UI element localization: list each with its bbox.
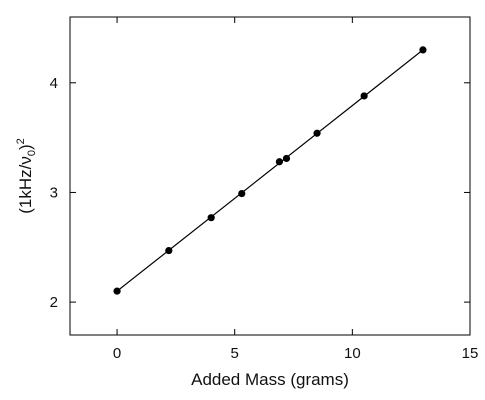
x-tick-label: 15 xyxy=(462,345,479,362)
data-point xyxy=(313,129,321,137)
data-point xyxy=(207,214,215,222)
y-axis-ticks: 2 3 4 xyxy=(50,75,470,311)
data-point xyxy=(419,46,427,54)
y-axis-title: (1kHz/ν0)2 xyxy=(15,138,38,214)
x-tick-label: 5 xyxy=(231,345,239,362)
data-point xyxy=(275,158,284,166)
data-point xyxy=(282,154,291,163)
y-tick-label: 3 xyxy=(50,184,58,201)
y-axis-title-sup: 2 xyxy=(15,138,27,144)
data-point xyxy=(360,92,368,100)
y-axis-title-open: (1kHz/ xyxy=(16,164,35,213)
x-tick-label: 10 xyxy=(344,345,361,362)
y-tick-label: 4 xyxy=(50,75,58,92)
y-tick-label: 2 xyxy=(50,294,58,311)
y-axis-title-sub: 0 xyxy=(26,150,38,156)
y-axis-title-nu: ν xyxy=(16,156,35,165)
x-axis-ticks: 0 5 10 15 xyxy=(113,17,478,362)
x-axis-title: Added Mass (grams) xyxy=(191,370,349,389)
x-tick-label: 0 xyxy=(113,345,121,362)
plot-frame xyxy=(69,16,471,336)
data-point xyxy=(165,246,173,255)
y-axis-title-close: ) xyxy=(16,144,35,150)
fit-line xyxy=(116,49,424,292)
data-point xyxy=(113,287,121,295)
data-points xyxy=(113,46,427,295)
data-point xyxy=(238,189,246,198)
